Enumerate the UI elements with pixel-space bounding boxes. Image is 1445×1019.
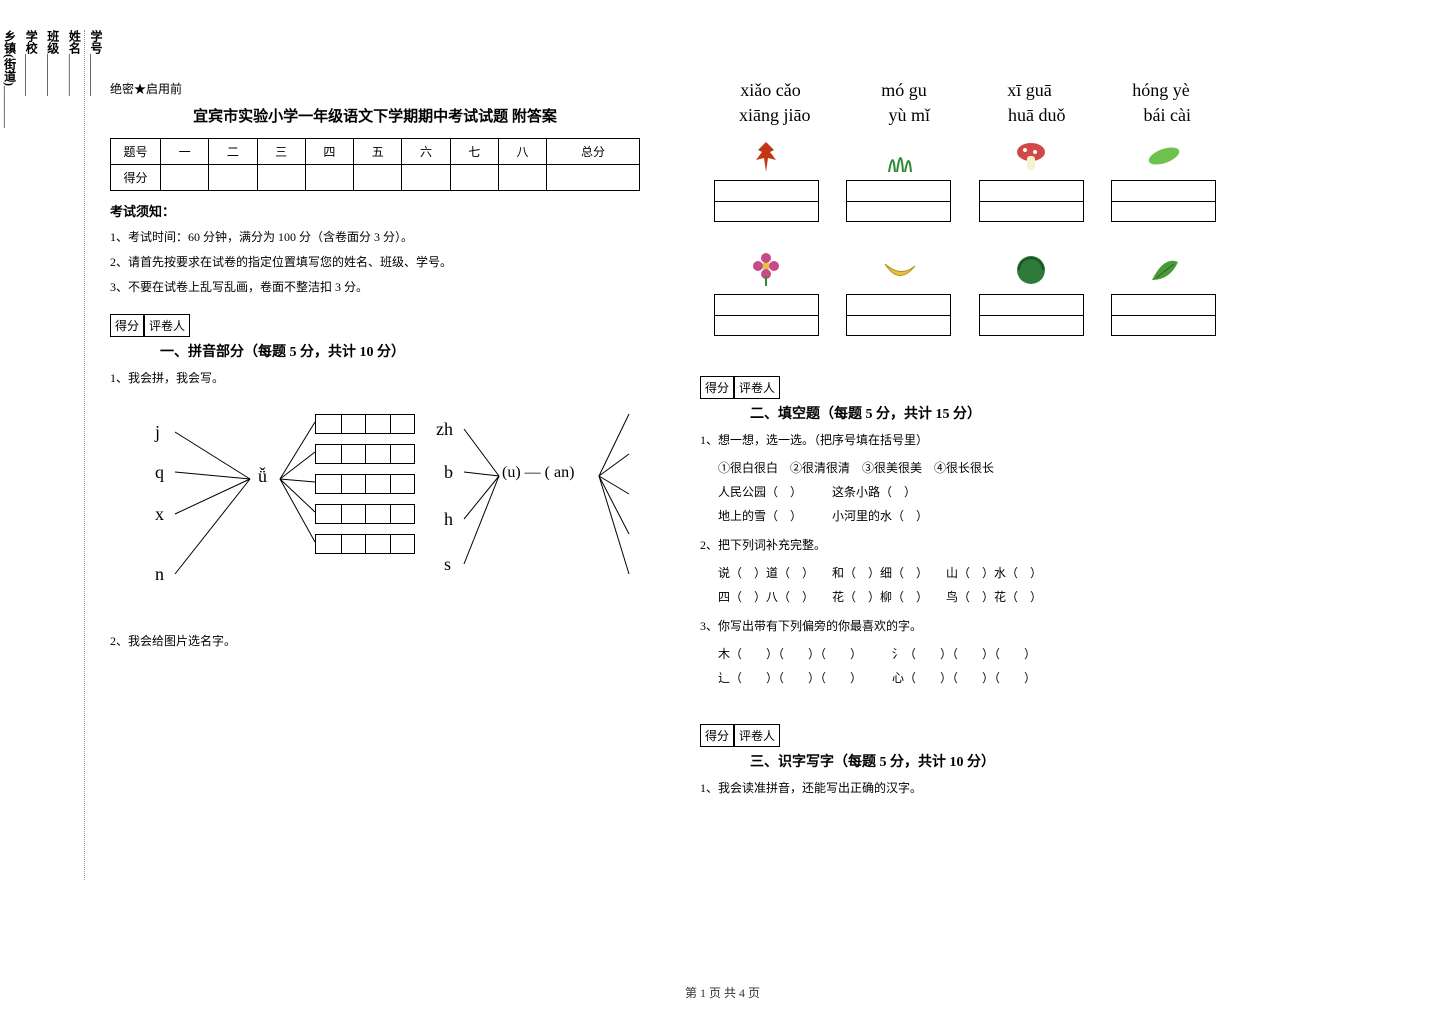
section-score-box-3: 得分评卷人	[700, 724, 780, 747]
right-column: xiǎo cǎo mó gu xī guā hóng yè xiāng jiāo…	[700, 80, 1230, 804]
pinyin-diagram-1: j q x n ǚ	[130, 404, 364, 604]
s2-q1-b: 地上的雪（ ） 小河里的水（ ）	[718, 504, 1230, 528]
th-1: 一	[161, 139, 209, 165]
s2-q3: 3、你写出带有下列偏旁的你最喜欢的字。	[700, 617, 1230, 634]
scorebox-left: 得分	[110, 314, 144, 337]
score-table: 题号 一 二 三 四 五 六 七 八 总分 得分	[110, 138, 640, 191]
field-xuexiao: 学校	[24, 30, 38, 54]
th-9: 总分	[547, 139, 640, 165]
answer-box[interactable]	[979, 180, 1084, 222]
d2-zh: zh	[436, 419, 453, 440]
d1-x: x	[155, 504, 164, 525]
d2-b: b	[444, 462, 453, 483]
flower-icon	[746, 252, 786, 288]
section-1-title: 一、拼音部分（每题 5 分，共计 10 分）	[160, 341, 640, 361]
s2-q1: 1、想一想，选一选。（把序号填在括号里）	[700, 431, 1230, 448]
th-2: 二	[209, 139, 257, 165]
field-banji: 班级	[46, 30, 60, 54]
image-row-2	[700, 252, 1230, 288]
watermelon-icon	[1011, 252, 1051, 288]
rule-2: 2、请首先按要求在试卷的指定位置填写您的姓名、班级、学号。	[110, 253, 640, 272]
pinyin-diagram-2: zh b h s (u) — ( an)	[424, 404, 640, 604]
row2-label: 得分	[111, 165, 161, 191]
d1-q: q	[155, 462, 164, 483]
answer-box[interactable]	[846, 180, 951, 222]
answer-box[interactable]	[1111, 180, 1216, 222]
s2-q2-a: 说（ ）道（ ） 和（ ）细（ ） 山（ ）水（ ）	[718, 561, 1230, 585]
s2-q1-a: 人民公园（ ） 这条小路（ ）	[718, 480, 1230, 504]
mushroom-icon	[1011, 138, 1051, 174]
th-8: 八	[498, 139, 546, 165]
section-score-box-2: 得分评卷人	[700, 376, 780, 399]
s2-q3-a: 木（ ）（ ）（ ） 氵（ ）（ ）（ ）	[718, 642, 1230, 666]
field-xuehao: 学号	[89, 30, 103, 54]
grass-icon	[879, 138, 919, 174]
s2-q2: 2、把下列词补充完整。	[700, 536, 1230, 553]
paper-title: 宜宾市实验小学一年级语文下学期期中考试试题 附答案	[110, 105, 640, 126]
leaf-red-icon	[746, 138, 786, 174]
th-6: 六	[402, 139, 450, 165]
leaf-green-icon	[1144, 252, 1184, 288]
s2-q3-b: 辶（ ）（ ）（ ） 心（ ）（ ）（ ）	[718, 666, 1230, 690]
answer-box[interactable]	[846, 294, 951, 336]
answer-box[interactable]	[714, 180, 819, 222]
notice-title: 考试须知：	[110, 201, 640, 220]
page-footer: 第 1 页 共 4 页	[0, 984, 1445, 1001]
answer-box[interactable]	[714, 294, 819, 336]
cucumber-icon	[1144, 138, 1184, 174]
section-2-title: 二、填空题（每题 5 分，共计 15 分）	[750, 403, 1230, 423]
d1-center: ǚ	[258, 466, 267, 487]
secret-label: 绝密★启用前	[110, 80, 640, 97]
d2-mid: (u) — ( an)	[502, 464, 574, 482]
th-7: 七	[450, 139, 498, 165]
th-3: 三	[257, 139, 305, 165]
rule-3: 3、不要在试卷上乱写乱画，卷面不整洁扣 3 分。	[110, 278, 640, 297]
s2-q1-opts: ①很白很白 ②很清很清 ③很美很美 ④很长很长	[718, 456, 1230, 480]
th-5: 五	[354, 139, 402, 165]
th-4: 四	[305, 139, 353, 165]
s2-q2-b: 四（ ）八（ ） 花（ ）柳（ ） 鸟（ ）花（ ）	[718, 585, 1230, 609]
answer-box[interactable]	[1111, 294, 1216, 336]
th-0: 题号	[111, 139, 161, 165]
d2-h: h	[444, 509, 453, 530]
section-score-box-1: 得分评卷人	[110, 314, 190, 337]
d1-n: n	[155, 564, 164, 585]
pinyin-row-1: xiǎo cǎo mó gu xī guā hóng yè	[700, 80, 1230, 101]
pinyin-row-2: xiāng jiāo yù mǐ huā duǒ bái cài	[700, 105, 1230, 126]
section-3-title: 三、识字写字（每题 5 分，共计 10 分）	[750, 751, 1230, 771]
answer-box[interactable]	[979, 294, 1084, 336]
field-xingming: 姓名	[67, 30, 81, 54]
d1-j: j	[155, 422, 160, 443]
rule-1: 1、考试时间：60 分钟，满分为 100 分（含卷面分 3 分）。	[110, 228, 640, 247]
image-row-1	[700, 138, 1230, 174]
s3-q1: 1、我会读准拼音，还能写出正确的汉字。	[700, 779, 1230, 796]
binding-sidebar: 学号_______ 姓名_______ 班级_______ 学校_______ …	[25, 30, 85, 880]
left-column: 绝密★启用前 宜宾市实验小学一年级语文下学期期中考试试题 附答案 题号 一 二 …	[110, 80, 640, 657]
banana-icon	[879, 252, 919, 288]
d2-s: s	[444, 554, 451, 575]
scorebox-right: 评卷人	[144, 314, 190, 337]
s1-q1: 1、我会拼，我会写。	[110, 369, 640, 386]
s1-q2: 2、我会给图片选名字。	[110, 632, 640, 649]
field-xiangzhen: 乡镇(街道)	[3, 30, 17, 86]
